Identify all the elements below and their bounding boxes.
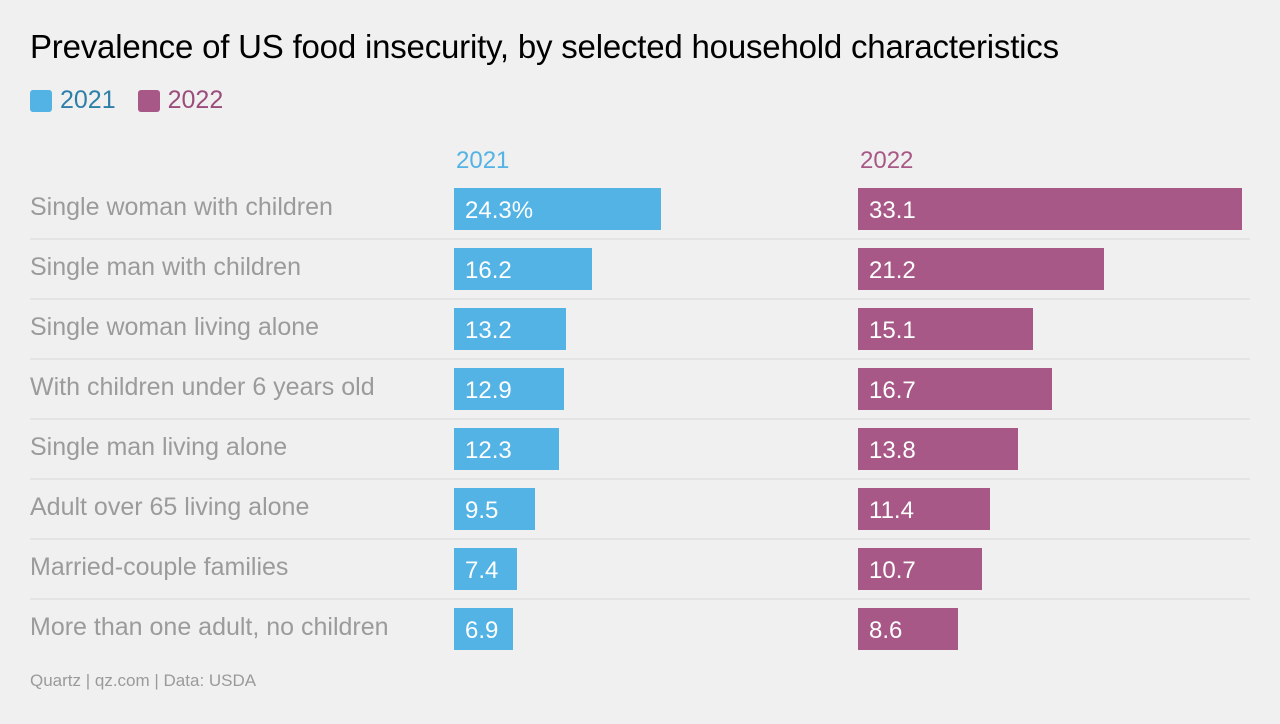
- category-label: Single woman with children: [30, 193, 333, 221]
- chart-title: Prevalence of US food insecurity, by sel…: [30, 28, 1059, 65]
- data-label-2021: 12.3: [465, 437, 512, 464]
- category-label: Adult over 65 living alone: [30, 493, 309, 521]
- data-label-2022: 8.6: [869, 617, 902, 644]
- bar-2022: [858, 248, 1104, 290]
- source-note: Quartz | qz.com | Data: USDA: [30, 671, 257, 690]
- category-label: More than one adult, no children: [30, 613, 389, 641]
- bar-2021: [454, 548, 517, 590]
- bar-2022: [858, 548, 982, 590]
- category-label: Single man with children: [30, 253, 301, 281]
- data-label-2021: 6.9: [465, 617, 498, 644]
- panel-header-2021: 2021: [456, 147, 509, 174]
- legend-swatch-2021: [30, 89, 52, 112]
- bar-2022: [858, 368, 1052, 410]
- legend-swatch-2022: [137, 89, 160, 112]
- bar-2021: [454, 248, 592, 290]
- legend: 2021 2022: [30, 86, 223, 115]
- data-label-2021: 7.4: [465, 557, 498, 584]
- legend-label-2022: 2022: [167, 86, 224, 114]
- data-label-2022: 11.4: [869, 497, 914, 524]
- data-label-2022: 15.1: [869, 317, 916, 344]
- bar-2022: [858, 428, 1018, 470]
- bar-2022: [858, 308, 1033, 350]
- panel-header-2022: 2022: [860, 147, 913, 174]
- data-label-2022: 10.7: [869, 557, 916, 584]
- bar-2021: [454, 308, 566, 350]
- data-label-2021: 12.9: [465, 377, 512, 404]
- bar-2021: [454, 608, 513, 650]
- category-label: Single woman living alone: [30, 313, 319, 341]
- data-label-2021: 13.2: [465, 317, 512, 344]
- data-label-2021: 16.2: [465, 257, 512, 284]
- data-label-2022: 21.2: [869, 257, 916, 284]
- data-label-2021: 24.3%: [465, 197, 533, 224]
- bar-2021: [454, 368, 564, 410]
- bar-2021: [454, 428, 559, 470]
- category-label: Married-couple families: [30, 553, 288, 581]
- bar-2022: [858, 608, 958, 650]
- bar-2022: [858, 488, 990, 530]
- data-label-2022: 13.8: [869, 437, 916, 464]
- category-label: Single man living alone: [30, 433, 287, 461]
- data-label-2022: 16.7: [869, 377, 916, 404]
- category-label: With children under 6 years old: [30, 373, 375, 401]
- bar-2021: [454, 488, 535, 530]
- data-label-2021: 9.5: [465, 497, 498, 524]
- legend-label-2021: 2021: [60, 86, 116, 114]
- legend-item-2021: 2021: [30, 86, 116, 115]
- legend-item-2022: 2022: [137, 86, 224, 115]
- bar-2022: [858, 188, 1242, 230]
- data-label-2022: 33.1: [869, 197, 916, 224]
- bar-2021: [454, 188, 661, 230]
